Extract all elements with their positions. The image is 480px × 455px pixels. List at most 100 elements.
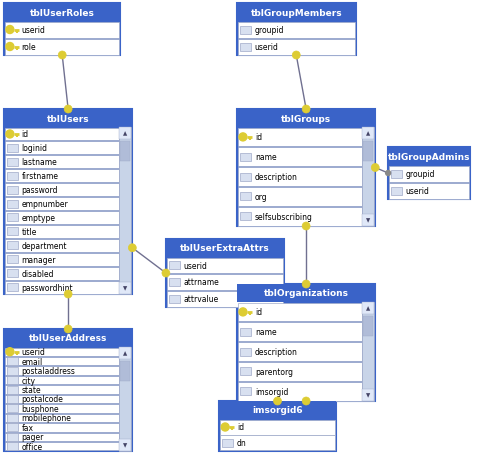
- Bar: [391, 170, 402, 178]
- Bar: [5, 184, 120, 197]
- Text: city: city: [22, 376, 36, 385]
- Circle shape: [6, 43, 14, 51]
- Text: tblGroupMembers: tblGroupMembers: [251, 9, 342, 17]
- Text: busphone: busphone: [22, 404, 60, 413]
- Bar: [240, 26, 251, 35]
- Bar: [238, 342, 362, 361]
- Text: ▼: ▼: [366, 218, 371, 223]
- Text: firstname: firstname: [22, 172, 59, 181]
- Bar: [120, 128, 132, 140]
- Text: parentorg: parentorg: [255, 367, 293, 376]
- Text: imsorgid: imsorgid: [255, 387, 288, 396]
- Text: userid: userid: [184, 261, 207, 270]
- Bar: [240, 193, 251, 201]
- Bar: [237, 4, 356, 22]
- Text: description: description: [255, 347, 298, 356]
- Bar: [120, 283, 132, 294]
- Text: attrname: attrname: [184, 278, 219, 287]
- Bar: [5, 197, 120, 211]
- Text: office: office: [22, 442, 43, 451]
- Bar: [7, 433, 18, 441]
- Bar: [5, 212, 120, 224]
- Bar: [362, 389, 374, 401]
- Bar: [7, 256, 18, 263]
- Bar: [5, 385, 120, 394]
- Bar: [5, 267, 120, 280]
- Circle shape: [372, 164, 379, 172]
- Text: userid: userid: [22, 26, 46, 35]
- Text: id: id: [255, 133, 262, 142]
- Bar: [5, 433, 120, 441]
- Text: ▼: ▼: [123, 286, 128, 291]
- Bar: [120, 128, 132, 294]
- Bar: [222, 439, 233, 447]
- Circle shape: [302, 397, 310, 405]
- Bar: [220, 435, 335, 450]
- Circle shape: [302, 280, 310, 288]
- Bar: [5, 395, 120, 403]
- Bar: [240, 387, 251, 395]
- Circle shape: [6, 131, 14, 139]
- Bar: [5, 442, 120, 450]
- Bar: [389, 183, 469, 199]
- Bar: [4, 4, 120, 22]
- Bar: [5, 156, 120, 169]
- Circle shape: [385, 171, 391, 176]
- Bar: [169, 262, 180, 270]
- Bar: [5, 170, 120, 183]
- Text: role: role: [22, 43, 36, 52]
- Bar: [238, 362, 362, 381]
- Circle shape: [162, 269, 170, 278]
- Text: org: org: [255, 192, 267, 202]
- Bar: [167, 258, 283, 273]
- Bar: [238, 187, 362, 206]
- Text: disabled: disabled: [22, 269, 54, 278]
- Circle shape: [221, 423, 229, 431]
- Text: email: email: [22, 357, 43, 366]
- Bar: [7, 228, 18, 236]
- Text: userid: userid: [255, 43, 279, 52]
- Bar: [388, 148, 470, 200]
- Bar: [5, 404, 120, 413]
- Bar: [219, 401, 336, 451]
- Bar: [7, 357, 18, 365]
- Text: empnumber: empnumber: [22, 200, 69, 208]
- Circle shape: [302, 222, 310, 231]
- Bar: [362, 128, 374, 140]
- Bar: [7, 395, 18, 403]
- Bar: [219, 401, 336, 419]
- Text: groupid: groupid: [406, 170, 435, 179]
- Circle shape: [239, 308, 247, 316]
- Bar: [238, 40, 355, 56]
- Text: ▲: ▲: [366, 131, 371, 136]
- Bar: [7, 283, 18, 291]
- Bar: [238, 22, 355, 38]
- Text: tblGroupAdmins: tblGroupAdmins: [388, 152, 470, 161]
- Bar: [5, 367, 120, 375]
- Text: userid: userid: [22, 348, 46, 356]
- Bar: [5, 357, 120, 366]
- Bar: [238, 128, 362, 147]
- Bar: [7, 145, 18, 152]
- Bar: [7, 269, 18, 278]
- Bar: [240, 173, 251, 181]
- Text: name: name: [255, 153, 276, 162]
- Circle shape: [64, 325, 72, 333]
- Bar: [362, 214, 374, 227]
- Bar: [5, 225, 120, 238]
- Text: ▲: ▲: [123, 131, 128, 136]
- Text: ▼: ▼: [123, 443, 128, 448]
- Bar: [389, 166, 469, 182]
- Bar: [7, 200, 18, 208]
- Text: state: state: [22, 385, 41, 394]
- Text: name: name: [255, 328, 276, 336]
- Bar: [7, 442, 18, 450]
- Text: postalcode: postalcode: [22, 394, 64, 404]
- Bar: [388, 148, 470, 166]
- Bar: [237, 110, 375, 128]
- Text: lastname: lastname: [22, 158, 58, 167]
- Circle shape: [58, 52, 66, 60]
- Text: id: id: [22, 130, 29, 139]
- Text: description: description: [255, 172, 298, 182]
- Bar: [5, 40, 120, 56]
